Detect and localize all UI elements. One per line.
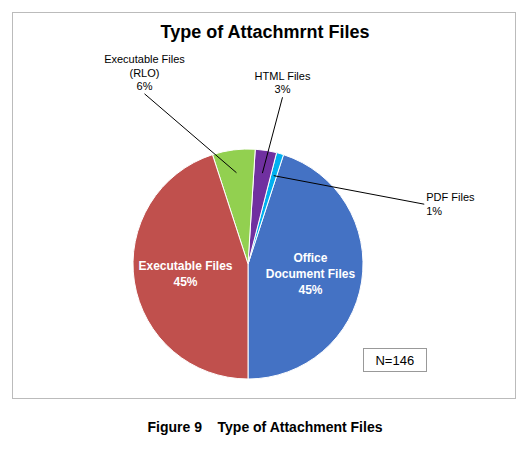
html-text:Figure 9 Type of Attachment Fi: Figure 9 Type of Attachment Files [147, 419, 383, 435]
svg-text:OfficeDocument Files45%: OfficeDocument Files45% [266, 251, 356, 296]
html-text:Type of Attachmrnt Files: Type of Attachmrnt Files [160, 22, 370, 42]
svg-text:Executable Files(RLO)6%: Executable Files(RLO)6% [104, 53, 185, 91]
html-text:N=146: N=146 [375, 353, 415, 369]
svg-text:PDF Files1%: PDF Files1% [426, 191, 475, 216]
svg-text:Executable Files45%: Executable Files45% [139, 259, 233, 289]
svg-text:HTML Files3%: HTML Files3% [255, 70, 311, 95]
